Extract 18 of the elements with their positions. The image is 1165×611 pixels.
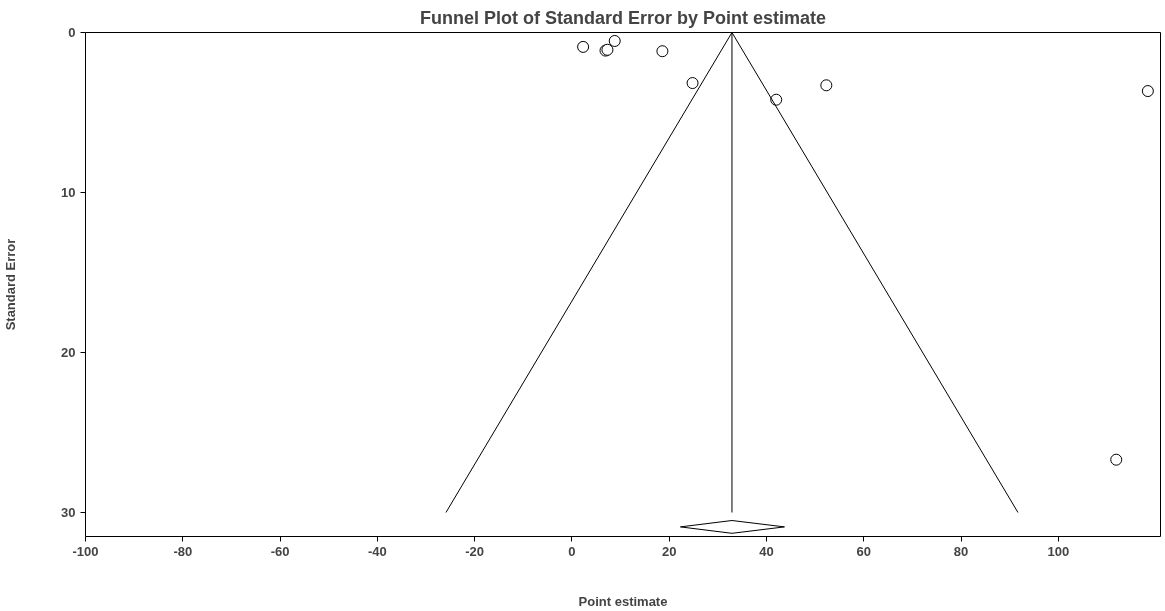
x-tick-label: -40 xyxy=(367,543,387,559)
chart-title: Funnel Plot of Standard Error by Point estimate xyxy=(419,7,827,28)
x-tick-label: 60 xyxy=(856,543,872,559)
y-tick-label: 30 xyxy=(61,505,76,520)
x-tick-label: 40 xyxy=(759,543,774,559)
x-tick-label: 100 xyxy=(1047,543,1070,559)
x-tick-label: -80 xyxy=(173,543,193,559)
x-tick-label: -100 xyxy=(72,543,99,559)
y-tick-label: 0 xyxy=(68,25,76,40)
x-tick-label: -20 xyxy=(465,543,485,559)
x-tick-label: 80 xyxy=(953,543,969,559)
x-tick-label: -60 xyxy=(270,543,290,559)
x-axis-title: Point estimate xyxy=(578,593,668,609)
x-tick-label: 0 xyxy=(568,543,576,559)
y-axis-title: Standard Error xyxy=(3,238,19,331)
y-tick-label: 10 xyxy=(61,185,76,200)
y-tick-label: 20 xyxy=(61,345,76,360)
x-tick-label: 20 xyxy=(661,543,677,559)
